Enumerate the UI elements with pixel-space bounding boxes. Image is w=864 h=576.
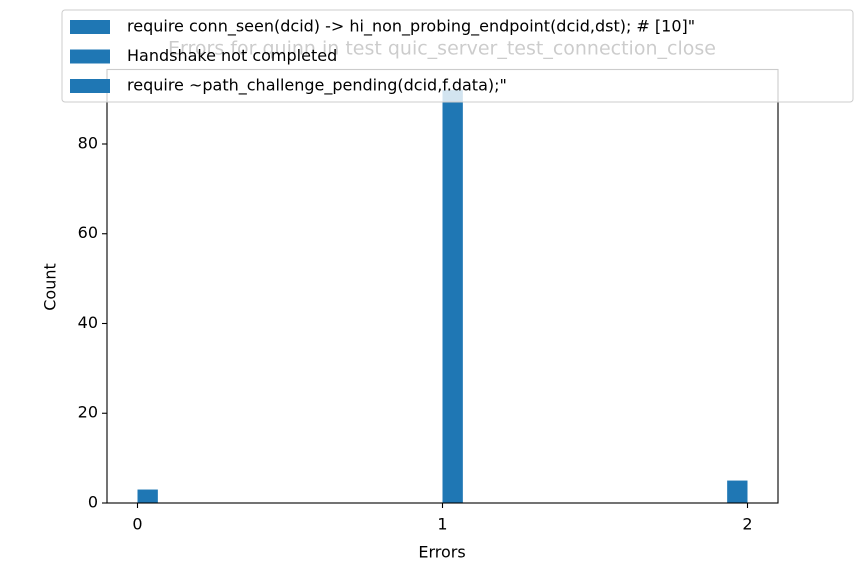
legend-swatch: [70, 20, 110, 34]
legend-swatch: [70, 79, 110, 93]
bar: [727, 480, 748, 503]
y-tick-label: 60: [78, 223, 98, 242]
y-axis-label: Count: [41, 263, 60, 311]
y-tick-label: 80: [78, 133, 98, 152]
legend-swatch: [70, 49, 110, 64]
legend-box: [61, 9, 854, 103]
x-tick-label: 2: [742, 515, 752, 534]
y-tick-label: 40: [78, 313, 98, 332]
y-tick-label: 0: [88, 493, 98, 512]
x-axis-label: Errors: [418, 543, 465, 562]
x-tick-label: 1: [437, 515, 447, 534]
x-tick-label: 0: [132, 515, 142, 534]
y-tick-label: 20: [78, 403, 98, 422]
legend-label: require conn_seen(dcid) -> hi_non_probin…: [127, 17, 695, 37]
legend-label: Handshake not completed: [127, 46, 337, 65]
bar: [442, 90, 463, 504]
legend-label: require ~path_challenge_pending(dcid,f.d…: [127, 76, 507, 96]
bar: [137, 489, 158, 503]
